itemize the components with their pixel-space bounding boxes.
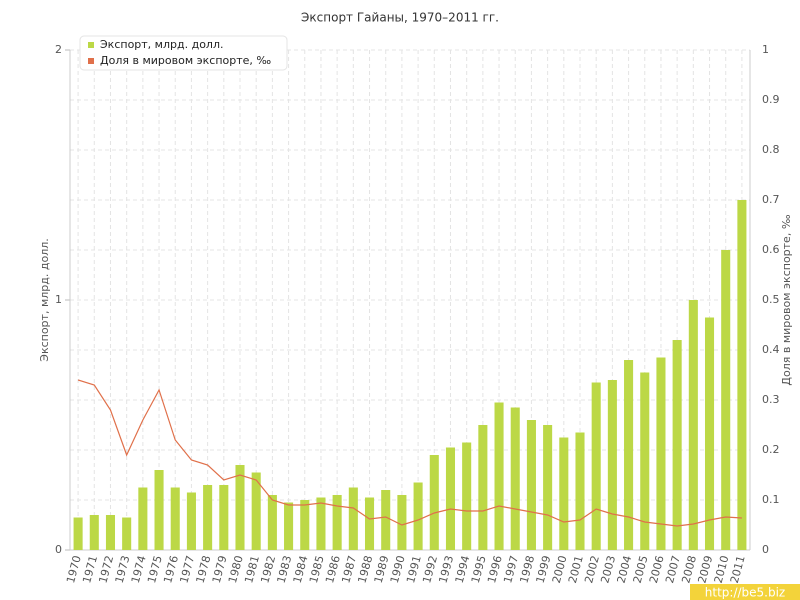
y2-tick-label: 0.5: [762, 293, 780, 306]
y2-tick-label: 1: [762, 43, 769, 56]
legend-swatch: [88, 58, 94, 64]
y2-tick-label: 0.8: [762, 143, 780, 156]
bar: [559, 437, 569, 550]
legend-box: [79, 35, 288, 71]
bar: [478, 425, 488, 550]
legend-label: Доля в мировом экспорте, ‰: [100, 54, 271, 67]
y2-axis-title: Доля в мировом экспорте, ‰: [780, 214, 793, 385]
bar: [688, 300, 698, 550]
bar: [526, 420, 536, 550]
bar: [105, 515, 116, 550]
bar: [543, 425, 553, 550]
bar: [413, 482, 423, 550]
bar: [332, 495, 342, 550]
bar: [300, 500, 310, 550]
bar: [721, 250, 731, 550]
bar: [656, 357, 666, 550]
legend-swatch: [88, 42, 94, 48]
bar: [154, 470, 164, 550]
y2-tick-label: 0.1: [762, 493, 780, 506]
bar: [316, 497, 326, 550]
y-axis-title: Экспорт, млрд. долл.: [38, 238, 51, 361]
y2-tick-label: 0.2: [762, 443, 780, 456]
bar: [267, 495, 277, 550]
bar: [397, 495, 407, 550]
bar: [624, 360, 634, 550]
bar: [510, 407, 520, 550]
bar: [704, 317, 715, 550]
chart-title: Экспорт Гайаны, 1970–2011 гг.: [301, 11, 499, 25]
watermark-bg: [690, 584, 800, 600]
bar: [462, 442, 472, 550]
bar: [284, 502, 294, 550]
y2-tick-label: 0: [762, 543, 769, 556]
bar: [607, 380, 617, 550]
bar: [348, 487, 358, 550]
watermark: http://be5.biz: [705, 586, 785, 600]
bar: [186, 492, 196, 550]
bar: [445, 447, 456, 550]
bar: [672, 340, 682, 550]
bar: [591, 382, 601, 550]
bar: [381, 490, 391, 550]
y-tick-label: 0: [55, 543, 62, 556]
bar: [737, 200, 747, 550]
y-tick-label: 1: [55, 293, 62, 306]
bar: [138, 487, 148, 550]
legend-label: Экспорт, млрд. долл.: [100, 38, 223, 51]
line: [77, 379, 742, 527]
bar: [235, 465, 245, 550]
bar: [122, 517, 132, 550]
bar: [429, 455, 439, 550]
bar: [203, 485, 213, 550]
y2-tick-label: 0.7: [762, 193, 780, 206]
y2-tick-label: 0.4: [762, 343, 780, 356]
bar: [89, 515, 99, 550]
bar: [219, 485, 229, 550]
bar: [73, 517, 83, 550]
y2-tick-label: 0.3: [762, 393, 780, 406]
bar: [575, 432, 585, 550]
y2-tick-label: 0.9: [762, 93, 780, 106]
y2-tick-label: 0.6: [762, 243, 780, 256]
y-tick-label: 2: [55, 43, 62, 56]
bar: [251, 472, 261, 550]
bar: [364, 497, 375, 550]
bar: [170, 487, 180, 550]
bar: [494, 402, 504, 550]
bar: [640, 372, 650, 550]
